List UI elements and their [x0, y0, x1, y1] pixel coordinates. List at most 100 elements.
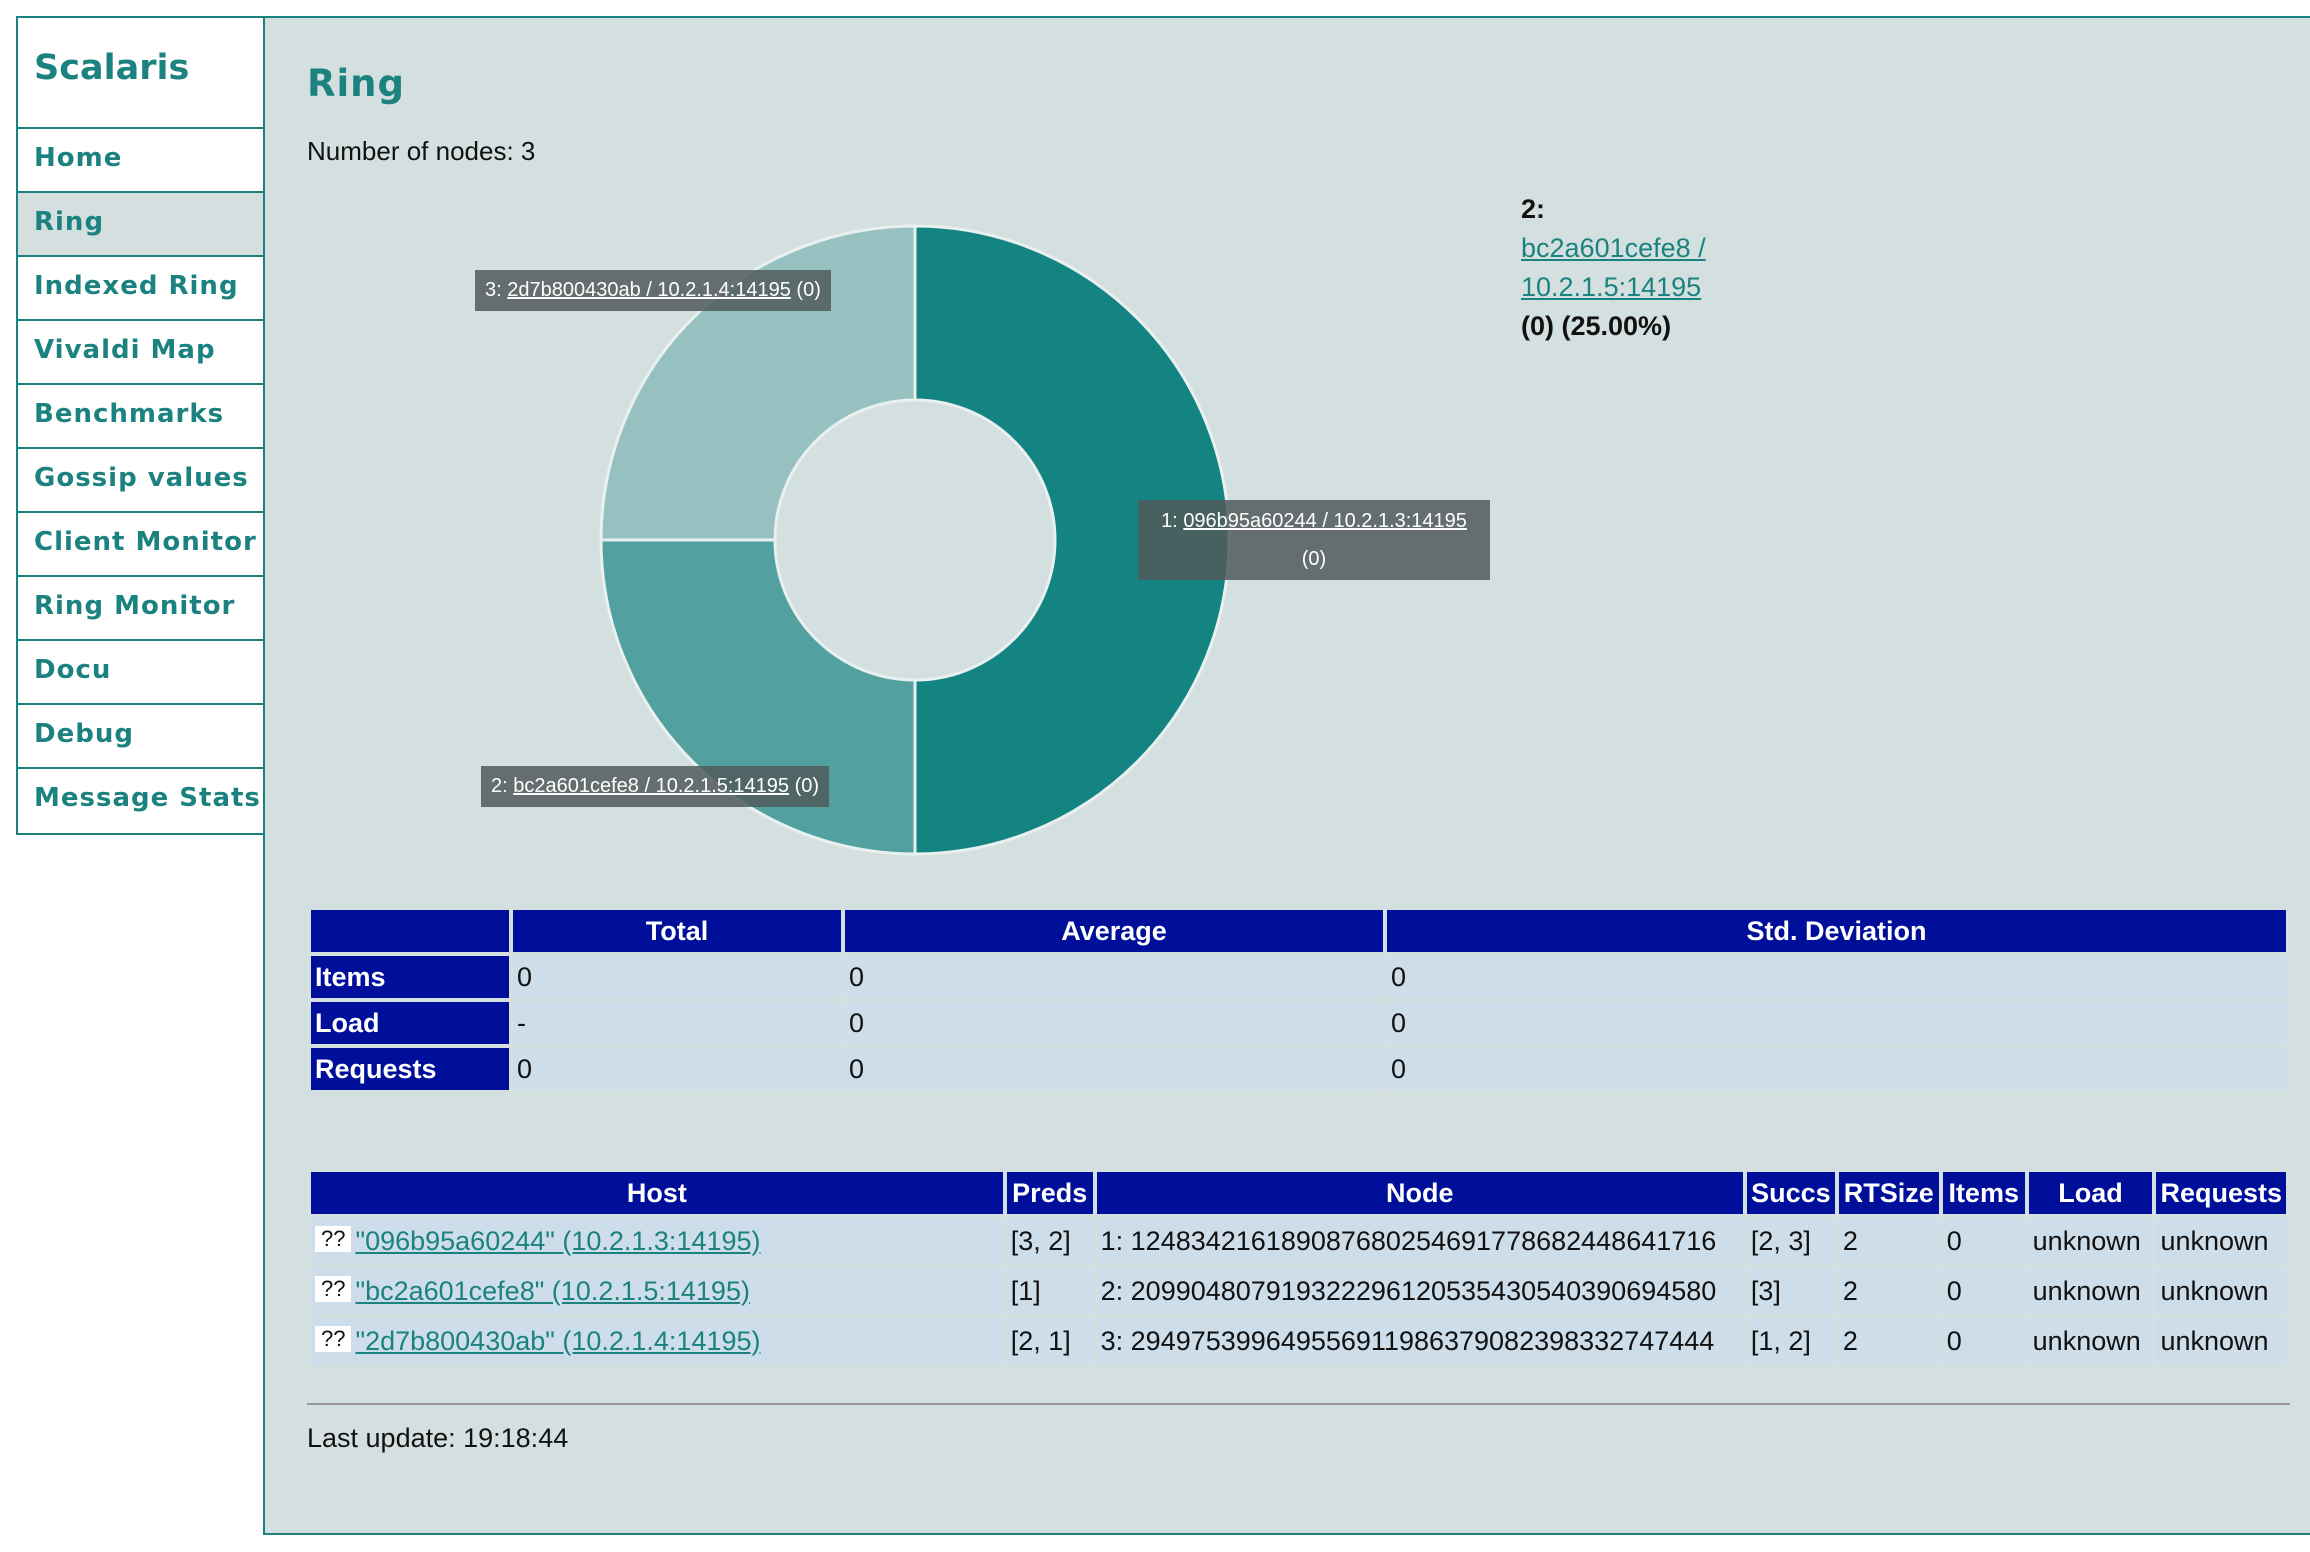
stats-row-label: Items	[311, 956, 509, 998]
nav-benchmarks[interactable]: Benchmarks	[18, 385, 263, 449]
stats-cell-average: 0	[845, 956, 1383, 998]
stats-row-requests: Requests 0 0 0	[311, 1048, 2286, 1090]
succs-cell: [3]	[1746, 1268, 1835, 1314]
preds-cell: [3, 2]	[1006, 1218, 1093, 1264]
tooltip-suffix: (0)	[1301, 548, 1327, 570]
host-link[interactable]: "096b95a60244" (10.2.1.3:14195)	[355, 1225, 761, 1256]
rtsize-cell: 2	[1838, 1218, 1939, 1264]
stats-row-label: Requests	[311, 1048, 509, 1090]
divider	[307, 1403, 2290, 1405]
requests-cell: unknown	[2156, 1268, 2286, 1314]
legend-link-line2[interactable]: 10.2.1.5:14195	[1521, 272, 1702, 302]
tooltip-prefix: 2:	[491, 775, 514, 797]
legend-link-line1[interactable]: bc2a601cefe8 /	[1521, 233, 1706, 263]
rtsize-cell: 2	[1838, 1318, 1939, 1364]
node-cell: 2: 2099048079193222961205354305403906945…	[1096, 1268, 1743, 1314]
nav-debug[interactable]: Debug	[18, 705, 263, 769]
broken-image-icon: ??	[315, 1325, 352, 1352]
items-cell: 0	[1942, 1268, 2025, 1314]
stats-row-label: Load	[311, 1002, 509, 1044]
stats-cell-total: 0	[513, 956, 841, 998]
tooltip-node-2: 2: bc2a601cefe8 / 10.2.1.5:14195 (0)	[481, 766, 830, 807]
ring-slice-1[interactable]	[913, 224, 1231, 856]
nav-vivaldi-map[interactable]: Vivaldi Map	[18, 321, 263, 385]
ring-slice-2[interactable]	[599, 538, 917, 856]
hosts-header-preds: Preds	[1006, 1172, 1093, 1214]
nav-home[interactable]: Home	[18, 129, 263, 193]
ring-donut-chart	[599, 224, 1231, 856]
stats-cell-average: 0	[845, 1048, 1383, 1090]
hosts-header-items: Items	[1942, 1172, 2025, 1214]
nav-message-stats[interactable]: Message Stats	[18, 769, 263, 833]
stats-cell-stddev: 0	[1387, 1048, 2286, 1090]
stats-row-load: Load - 0 0	[311, 1002, 2286, 1044]
load-cell: unknown	[2028, 1318, 2153, 1364]
stats-cell-average: 0	[845, 1002, 1383, 1044]
hosts-header-row: Host Preds Node Succs RTSize Items Load …	[311, 1172, 2286, 1214]
chart-legend: 2: bc2a601cefe8 / 10.2.1.5:14195 (0) (25…	[1521, 190, 1706, 346]
app-logo: Scalaris	[18, 18, 263, 129]
hosts-header-load: Load	[2028, 1172, 2153, 1214]
broken-image-icon: ??	[315, 1225, 352, 1252]
nav-ring-monitor[interactable]: Ring Monitor	[18, 577, 263, 641]
hosts-header-succs: Succs	[1746, 1172, 1835, 1214]
stats-header-row: Total Average Std. Deviation	[311, 910, 2286, 952]
stats-header-stddev: Std. Deviation	[1387, 910, 2286, 952]
succs-cell: [2, 3]	[1746, 1218, 1835, 1264]
host-row: ?? "096b95a60244" (10.2.1.3:14195) [3, 2]…	[311, 1218, 2286, 1264]
tooltip-prefix: 3:	[485, 279, 508, 301]
load-cell: unknown	[2028, 1268, 2153, 1314]
stats-header-blank	[311, 910, 509, 952]
requests-cell: unknown	[2156, 1218, 2286, 1264]
hosts-header-requests: Requests	[2156, 1172, 2286, 1214]
stats-row-items: Items 0 0 0	[311, 956, 2286, 998]
host-row: ?? "2d7b800430ab" (10.2.1.4:14195) [2, 1]…	[311, 1318, 2286, 1364]
stats-cell-total: 0	[513, 1048, 841, 1090]
tooltip-node-1: 1: 096b95a60244 / 10.2.1.3:14195 (0)	[1138, 500, 1490, 580]
stats-cell-stddev: 0	[1387, 1002, 2286, 1044]
tooltip-node-2-link[interactable]: bc2a601cefe8 / 10.2.1.5:14195	[513, 775, 790, 797]
items-cell: 0	[1942, 1318, 2025, 1364]
hosts-header-rtsize: RTSize	[1838, 1172, 1939, 1214]
node-cell: 3: 2949753996495569119863790823983327474…	[1096, 1318, 1743, 1364]
legend-index: 2:	[1521, 194, 1546, 224]
host-cell: ?? "bc2a601cefe8" (10.2.1.5:14195)	[311, 1268, 1003, 1314]
legend-detail: (0) (25.00%)	[1521, 311, 1672, 341]
tooltip-node-3: 3: 2d7b800430ab / 10.2.1.4:14195 (0)	[475, 270, 831, 311]
succs-cell: [1, 2]	[1746, 1318, 1835, 1364]
last-update: Last update: 19:18:44	[307, 1423, 569, 1453]
sidebar-nav: Scalaris Home Ring Indexed Ring Vivaldi …	[16, 16, 265, 835]
node-cell: 1: 1248342161890876802546917786824486417…	[1096, 1218, 1743, 1264]
tooltip-node-1-link[interactable]: 096b95a60244 / 10.2.1.3:14195	[1183, 510, 1467, 532]
hosts-table: Host Preds Node Succs RTSize Items Load …	[307, 1168, 2290, 1368]
stats-table: Total Average Std. Deviation Items 0 0 0…	[307, 906, 2290, 1094]
rtsize-cell: 2	[1838, 1268, 1939, 1314]
host-row: ?? "bc2a601cefe8" (10.2.1.5:14195) [1] 2:…	[311, 1268, 2286, 1314]
stats-header-total: Total	[513, 910, 841, 952]
hosts-header-host: Host	[311, 1172, 1003, 1214]
tooltip-suffix: (0)	[790, 279, 821, 301]
tooltip-suffix: (0)	[789, 775, 820, 797]
ring-slice-3[interactable]	[599, 224, 917, 542]
node-count: Number of nodes: 3	[307, 136, 536, 166]
hosts-header-node: Node	[1096, 1172, 1743, 1214]
preds-cell: [2, 1]	[1006, 1318, 1093, 1364]
tooltip-node-3-link[interactable]: 2d7b800430ab / 10.2.1.4:14195	[507, 279, 791, 301]
nav-ring[interactable]: Ring	[18, 193, 263, 257]
host-link[interactable]: "2d7b800430ab" (10.2.1.4:14195)	[355, 1325, 761, 1356]
load-cell: unknown	[2028, 1218, 2153, 1264]
nav-docu[interactable]: Docu	[18, 641, 263, 705]
stats-header-average: Average	[845, 910, 1383, 952]
nav-indexed-ring[interactable]: Indexed Ring	[18, 257, 263, 321]
preds-cell: [1]	[1006, 1268, 1093, 1314]
broken-image-icon: ??	[315, 1275, 352, 1302]
stats-cell-stddev: 0	[1387, 956, 2286, 998]
host-link[interactable]: "bc2a601cefe8" (10.2.1.5:14195)	[355, 1275, 750, 1306]
items-cell: 0	[1942, 1218, 2025, 1264]
page-title: Ring	[307, 62, 405, 105]
nav-client-monitor[interactable]: Client Monitor	[18, 513, 263, 577]
host-cell: ?? "2d7b800430ab" (10.2.1.4:14195)	[311, 1318, 1003, 1364]
stats-cell-total: -	[513, 1002, 841, 1044]
nav-gossip-values[interactable]: Gossip values	[18, 449, 263, 513]
host-cell: ?? "096b95a60244" (10.2.1.3:14195)	[311, 1218, 1003, 1264]
